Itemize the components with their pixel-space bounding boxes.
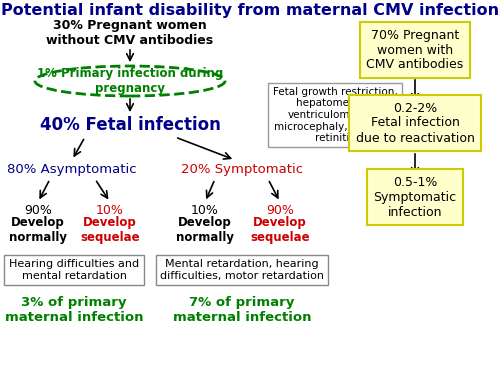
Text: Potential infant disability from maternal CMV infection: Potential infant disability from materna… (1, 3, 499, 18)
Text: 90%: 90% (24, 204, 52, 218)
Text: 3% of primary
maternal infection: 3% of primary maternal infection (5, 296, 143, 324)
Text: 0.2-2%
Fetal infection
due to reactivation: 0.2-2% Fetal infection due to reactivati… (356, 102, 474, 144)
Text: 40% Fetal infection: 40% Fetal infection (40, 116, 220, 134)
Text: 30% Pregnant women
without CMV antibodies: 30% Pregnant women without CMV antibodie… (46, 19, 213, 47)
Text: 10%: 10% (96, 204, 124, 218)
Ellipse shape (35, 66, 225, 96)
Text: 20% Symptomatic: 20% Symptomatic (181, 164, 303, 177)
Text: 90%: 90% (266, 204, 294, 218)
Text: Fetal growth restriction,
hepatomegaly,
ventriculomegaly,
microcephaly, purpura,: Fetal growth restriction, hepatomegaly, … (272, 87, 398, 143)
Text: Develop
sequelae: Develop sequelae (80, 216, 140, 244)
Text: 70% Pregnant
women with
CMV antibodies: 70% Pregnant women with CMV antibodies (366, 28, 464, 72)
Text: Develop
sequelae: Develop sequelae (250, 216, 310, 244)
Text: Develop
normally: Develop normally (176, 216, 234, 244)
Text: Mental retardation, hearing
difficulties, motor retardation: Mental retardation, hearing difficulties… (160, 259, 324, 281)
Text: Develop
normally: Develop normally (9, 216, 67, 244)
Text: 7% of primary
maternal infection: 7% of primary maternal infection (173, 296, 311, 324)
Text: 1% Primary infection during
pregnancy: 1% Primary infection during pregnancy (37, 67, 223, 95)
Text: Hearing difficulties and
mental retardation: Hearing difficulties and mental retardat… (9, 259, 139, 281)
Text: 0.5-1%
Symptomatic
infection: 0.5-1% Symptomatic infection (374, 176, 456, 219)
Text: 80% Asymptomatic: 80% Asymptomatic (7, 164, 137, 177)
Text: 10%: 10% (191, 204, 219, 218)
